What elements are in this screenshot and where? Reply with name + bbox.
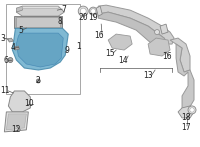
- Bar: [6, 4, 80, 94]
- Text: 16: 16: [94, 31, 104, 40]
- Polygon shape: [176, 44, 194, 110]
- Text: 17: 17: [181, 123, 191, 132]
- Text: 11: 11: [1, 86, 10, 95]
- Text: 4: 4: [11, 42, 16, 52]
- Circle shape: [89, 7, 97, 15]
- Text: 1: 1: [76, 42, 81, 51]
- Polygon shape: [98, 12, 168, 52]
- Polygon shape: [160, 24, 168, 34]
- Polygon shape: [16, 6, 64, 16]
- Circle shape: [91, 9, 96, 14]
- Text: 10: 10: [25, 99, 34, 108]
- Text: 20: 20: [78, 13, 88, 22]
- Polygon shape: [16, 6, 22, 12]
- Polygon shape: [6, 114, 26, 130]
- Polygon shape: [96, 6, 102, 16]
- Text: 12: 12: [12, 125, 21, 134]
- Circle shape: [36, 79, 40, 83]
- Polygon shape: [16, 33, 63, 67]
- Text: 15: 15: [105, 49, 115, 57]
- Polygon shape: [170, 38, 190, 72]
- Text: 6: 6: [4, 56, 9, 65]
- Text: 19: 19: [88, 13, 98, 22]
- Text: 16: 16: [162, 52, 172, 61]
- Text: 3: 3: [0, 34, 5, 43]
- Circle shape: [190, 108, 194, 112]
- Polygon shape: [4, 112, 28, 132]
- Polygon shape: [16, 17, 60, 27]
- Polygon shape: [14, 46, 19, 50]
- Polygon shape: [8, 91, 30, 112]
- Text: 13: 13: [143, 71, 153, 81]
- Polygon shape: [148, 38, 170, 56]
- Circle shape: [78, 6, 88, 16]
- Polygon shape: [14, 16, 62, 28]
- Text: 8: 8: [58, 17, 63, 26]
- Circle shape: [8, 57, 13, 62]
- Circle shape: [155, 30, 160, 35]
- Circle shape: [188, 106, 196, 114]
- Polygon shape: [7, 38, 13, 42]
- Polygon shape: [22, 6, 58, 8]
- Text: 5: 5: [18, 26, 23, 35]
- Polygon shape: [178, 106, 194, 118]
- Polygon shape: [108, 34, 132, 50]
- Text: 14: 14: [118, 56, 128, 65]
- Text: 7: 7: [61, 5, 66, 14]
- Text: 18: 18: [181, 113, 191, 122]
- Circle shape: [80, 8, 86, 14]
- Polygon shape: [98, 5, 174, 44]
- Polygon shape: [12, 28, 68, 70]
- Text: 9: 9: [65, 46, 70, 55]
- Text: 2: 2: [36, 76, 41, 86]
